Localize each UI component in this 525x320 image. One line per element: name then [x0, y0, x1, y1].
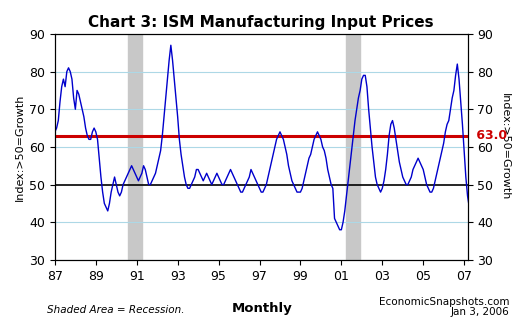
Title: Chart 3: ISM Manufacturing Input Prices: Chart 3: ISM Manufacturing Input Prices	[88, 15, 434, 30]
Bar	[346, 34, 360, 260]
Text: EconomicSnapshots.com: EconomicSnapshots.com	[379, 297, 509, 307]
Y-axis label: Index:>50=Growth: Index:>50=Growth	[15, 93, 25, 201]
Text: 63.0: 63.0	[472, 129, 507, 142]
Text: Monthly: Monthly	[232, 302, 293, 315]
Y-axis label: Index:>50=Growth: Index:>50=Growth	[500, 93, 510, 201]
Text: Jan 3, 2006: Jan 3, 2006	[450, 307, 509, 317]
Bar	[128, 34, 142, 260]
Text: Shaded Area = Recession.: Shaded Area = Recession.	[47, 305, 185, 315]
